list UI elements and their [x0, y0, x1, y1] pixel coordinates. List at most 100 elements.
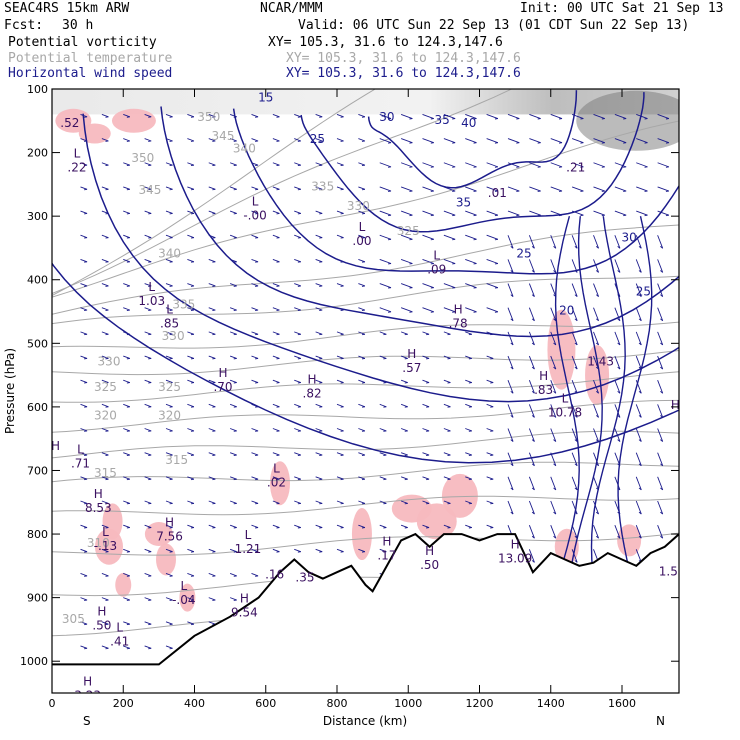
- terrain-fill: [52, 534, 679, 693]
- wind-vector: [123, 114, 130, 118]
- pv-extremum-marker: H: [83, 674, 92, 688]
- theta-contour-label: 325: [158, 380, 181, 394]
- wind-vector: [229, 307, 237, 311]
- wind-vector: [165, 452, 173, 456]
- wind-vector: [144, 210, 152, 214]
- wind-speed-contour: [590, 216, 626, 573]
- wind-vector-head: [531, 535, 535, 539]
- wind-vector: [528, 500, 535, 515]
- pv-extremum-value: .41: [110, 634, 129, 648]
- wind-vector: [294, 331, 301, 335]
- wind-vector: [465, 234, 477, 240]
- wind-vector: [635, 283, 642, 297]
- wind-vector: [229, 331, 237, 335]
- wind-vector: [379, 500, 387, 504]
- wind-vector-head: [595, 366, 599, 370]
- wind-vector: [400, 403, 408, 408]
- wind-vector: [315, 283, 323, 287]
- wind-vector: [336, 548, 344, 553]
- theta-contour: [52, 224, 679, 315]
- wind-vector: [400, 114, 413, 119]
- wind-vector: [614, 138, 627, 144]
- wind-speed-contour: [554, 216, 580, 573]
- wind-vector: [123, 162, 130, 166]
- wind-vector: [593, 331, 599, 346]
- wind-vector: [443, 428, 451, 432]
- wind-vector: [101, 500, 109, 504]
- wind-vector: [379, 476, 387, 480]
- wind-vector: [465, 476, 472, 480]
- wind-vector: [593, 476, 599, 491]
- x-tick-label: 600: [255, 697, 276, 710]
- theta-contour: [52, 430, 679, 459]
- wind-vector: [229, 379, 237, 384]
- wind-vector-head: [660, 535, 663, 539]
- wind-vector: [528, 235, 535, 249]
- wind-vector: [144, 428, 152, 432]
- wind-vector: [571, 476, 578, 491]
- wind-vector: [251, 403, 259, 408]
- wind-vector: [251, 355, 259, 359]
- wind-vector: [571, 428, 578, 442]
- wind-vector: [123, 403, 130, 408]
- wind-vector: [593, 428, 599, 442]
- pv-extremum-marker: L: [148, 280, 155, 294]
- wind-vector: [229, 428, 237, 432]
- wind-vector: [443, 403, 451, 408]
- wind-vector: [550, 428, 557, 442]
- wind-vector: [208, 524, 216, 528]
- wind-vector: [379, 234, 392, 240]
- wind-vector: [443, 355, 451, 359]
- wind-speed-contour: [617, 216, 653, 573]
- wind-vector: [422, 258, 434, 264]
- wind-vector: [144, 548, 152, 553]
- pv-extremum-value: .17: [377, 548, 396, 562]
- wind-vector: [358, 234, 366, 239]
- wind-vector: [400, 428, 408, 432]
- wind-vector: [486, 500, 494, 504]
- wind-vector: [657, 283, 664, 297]
- wind-contour-label: 25: [310, 132, 325, 146]
- wind-vector: [272, 355, 280, 359]
- wind-vector: [358, 283, 366, 287]
- theta-contour-label: 335: [311, 180, 334, 194]
- wind-vector: [80, 597, 88, 601]
- wind-vector: [272, 138, 280, 142]
- valid-time: Valid: 06 UTC Sun 22 Sep 13 (01 CDT Sun …: [298, 18, 690, 33]
- wind-vector: [528, 307, 535, 321]
- wind-vector: [187, 621, 195, 625]
- wind-vector: [229, 355, 237, 359]
- wind-vector: [123, 452, 130, 456]
- wind-vector: [229, 597, 237, 601]
- pv-extremum-value: .21: [566, 161, 585, 175]
- wind-vector-head: [617, 463, 621, 467]
- theta-contour-label: 315: [94, 466, 117, 480]
- pv-extremum-marker: H: [454, 302, 463, 316]
- wind-vector: [315, 548, 323, 553]
- wind-vector: [336, 403, 344, 408]
- wind-vector-head: [531, 415, 535, 418]
- wind-vector: [208, 621, 216, 625]
- wind-vector-head: [553, 511, 557, 515]
- wind-vector: [636, 186, 648, 192]
- wind-vector: [80, 258, 88, 263]
- wind-vector: [593, 162, 605, 168]
- wind-vector: [571, 549, 578, 563]
- wind-vector: [165, 524, 173, 528]
- wind-vector-head: [574, 487, 578, 491]
- wind-vector: [507, 138, 520, 144]
- wind-vector: [336, 162, 344, 166]
- wind-vector: [294, 186, 301, 190]
- pv-extremum-value: 1.21: [235, 542, 262, 556]
- wind-vector-head: [574, 318, 578, 322]
- wind-vector: [657, 331, 664, 346]
- wind-vector: [294, 283, 301, 287]
- wind-vector: [101, 331, 109, 335]
- wind-vector: [272, 114, 280, 118]
- wind-vector: [272, 186, 280, 190]
- wind-vector: [187, 403, 195, 408]
- wind-vector: [123, 597, 130, 601]
- wind-vector: [144, 138, 152, 142]
- wind-vector: [144, 379, 152, 384]
- wind-vector-head: [553, 439, 557, 442]
